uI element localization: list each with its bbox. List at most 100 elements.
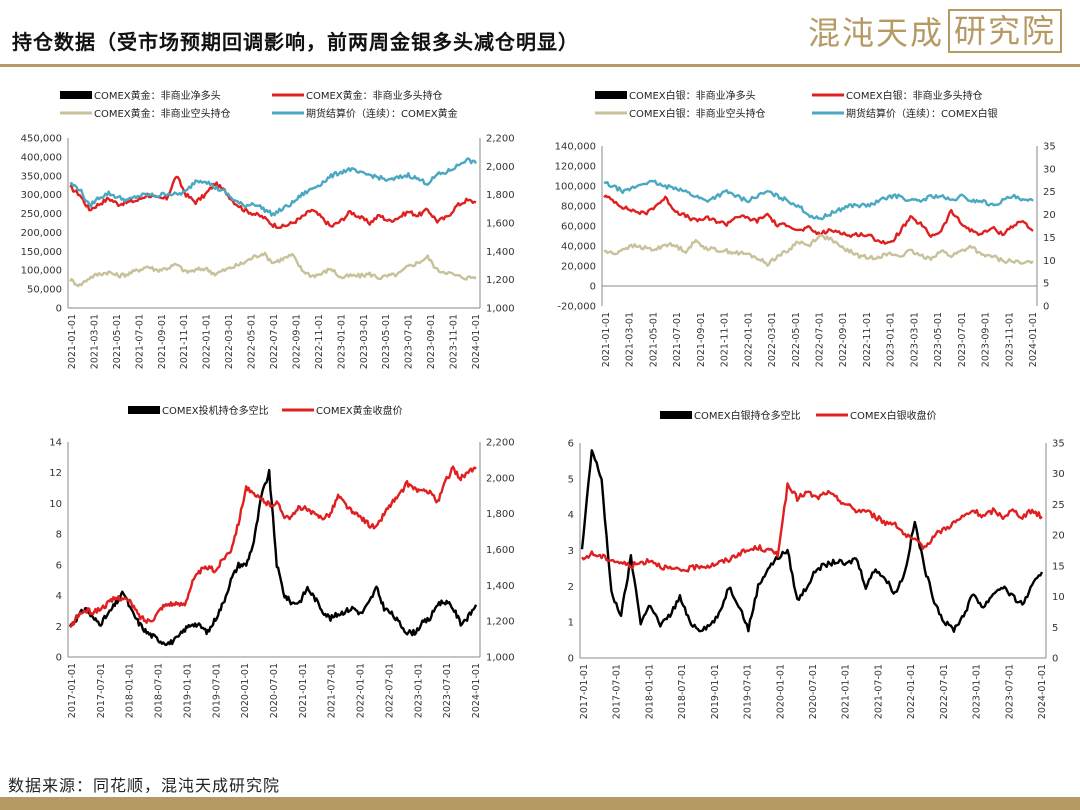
legend-label-2: COMEX黄金：非商业空头持仓 (94, 107, 231, 120)
footer-bar (0, 797, 1080, 810)
x-tick-label: 2022-07-01 (939, 664, 950, 719)
series-line-2 (69, 157, 478, 217)
y-right-tick-label: 5 (1052, 623, 1058, 634)
y-right-tick-label: 30 (1052, 469, 1065, 480)
x-tick-label: 2022-05-01 (791, 312, 802, 367)
y-left-tick-label: 2 (56, 622, 62, 633)
x-tick-label: 2023-07-01 (442, 663, 453, 718)
logo-box-text: 研究院 (947, 9, 1062, 53)
header-rule (0, 64, 1080, 67)
y-right-tick-label: 1,600 (486, 545, 515, 556)
y-right-tick-label: 25 (1052, 500, 1065, 511)
legend-label-1: COMEX白银收盘价 (850, 409, 937, 422)
y-right-tick-label: 1,800 (486, 509, 515, 520)
y-right-tick-label: 2,200 (486, 134, 515, 145)
series-line-2 (603, 179, 1034, 221)
x-tick-label: 2023-01-01 (886, 312, 897, 367)
y-left-tick-label: 0 (568, 654, 574, 665)
x-tick-label: 2018-07-01 (677, 664, 688, 719)
x-tick-label: 2021-11-01 (720, 312, 731, 367)
x-tick-label: 2023-01-01 (413, 663, 424, 718)
y-right-tick-label: 2,000 (486, 473, 515, 484)
x-tick-label: 2023-03-01 (909, 312, 920, 367)
page-title: 持仓数据（受市场预期回调影响，前两周金银多头减仓明显） (12, 30, 579, 54)
series-line-1 (603, 233, 1034, 267)
x-tick-label: 2023-05-01 (933, 312, 944, 367)
x-tick-label: 2018-01-01 (125, 663, 136, 718)
x-tick-label: 2018-07-01 (154, 663, 165, 718)
y-right-tick-label: 20 (1052, 531, 1065, 542)
x-tick-label: 2023-07-01 (404, 314, 415, 369)
x-tick-label: 2023-07-01 (1004, 664, 1015, 719)
x-tick-label: 2021-07-01 (134, 314, 145, 369)
y-left-tick-label: 6 (568, 439, 574, 450)
series-line-1 (581, 482, 1043, 573)
x-tick-label: 2022-11-01 (862, 312, 873, 367)
y-left-tick-label: 2 (568, 582, 574, 593)
x-tick-label: 2023-11-01 (449, 314, 460, 369)
x-tick-label: 2021-09-01 (696, 312, 707, 367)
y-left-tick-label: -20,000 (557, 302, 596, 313)
y-left-tick-label: 40,000 (561, 242, 596, 253)
y-left-tick-label: 4 (56, 591, 62, 602)
x-tick-label: 2022-07-01 (384, 663, 395, 718)
x-tick-label: 2018-01-01 (644, 664, 655, 719)
y-right-tick-label: 30 (1043, 164, 1056, 175)
y-left-tick-label: 300,000 (21, 190, 62, 201)
x-tick-label: 2019-01-01 (710, 664, 721, 719)
x-tick-label: 2024-01-01 (471, 314, 482, 369)
x-tick-label: 2022-03-01 (224, 314, 235, 369)
y-left-tick-label: 60,000 (561, 222, 596, 233)
x-tick-label: 2020-07-01 (269, 663, 280, 718)
y-right-tick-label: 1,400 (486, 581, 515, 592)
y-left-tick-label: 350,000 (21, 171, 62, 182)
x-tick-label: 2021-03-01 (89, 314, 100, 369)
y-right-tick-label: 1,200 (486, 275, 515, 286)
x-tick-label: 2021-01-01 (601, 312, 612, 367)
y-left-tick-label: 140,000 (555, 142, 596, 153)
chart-silver-ratio: COMEX白银持仓多空比 COMEX白银收盘价 0 1 2 3 4 5 6 0 5 10 15 20 25 3… (568, 409, 1065, 719)
y-left-tick-label: 120,000 (555, 162, 596, 173)
y-left-tick-label: 100,000 (555, 182, 596, 193)
legend-label-0: COMEX投机持仓多空比 (162, 404, 269, 417)
x-tick-label: 2021-03-01 (625, 312, 636, 367)
x-tick-label: 2022-01-01 (743, 312, 754, 367)
y-left-tick-label: 80,000 (561, 202, 596, 213)
legend-label-0: COMEX白银持仓多空比 (694, 409, 801, 422)
y-right-tick-label: 1,800 (486, 190, 515, 201)
x-tick-label: 2017-01-01 (67, 663, 78, 718)
y-right-tick-label: 0 (1043, 302, 1049, 313)
y-left-tick-label: 250,000 (21, 209, 62, 220)
chart-gold-positions: COMEX黄金：非商业净多头 COMEX黄金：非商业多头持仓 COMEX黄金：非商业… (21, 89, 515, 369)
x-tick-label: 2021-05-01 (648, 312, 659, 367)
x-tick-label: 2023-09-01 (426, 314, 437, 369)
y-left-tick-label: 0 (56, 653, 62, 664)
y-left-tick-label: 0 (590, 282, 596, 293)
x-tick-label: 2017-07-01 (612, 664, 623, 719)
series-line-1 (69, 251, 477, 288)
y-left-tick-label: 8 (56, 530, 62, 541)
x-tick-label: 2023-01-01 (972, 664, 983, 719)
y-right-tick-label: 2,000 (486, 162, 515, 173)
x-tick-label: 2022-01-01 (356, 663, 367, 718)
logo: 混沌天成 研究院 (808, 8, 1062, 54)
y-left-tick-label: 100,000 (21, 266, 62, 277)
y-left-tick-label: 12 (49, 468, 62, 479)
x-tick-label: 2022-01-01 (202, 314, 213, 369)
x-tick-label: 2022-11-01 (314, 314, 325, 369)
y-right-tick-label: 0 (1052, 654, 1058, 665)
y-left-tick-label: 5 (568, 474, 574, 485)
x-tick-label: 2022-01-01 (906, 664, 917, 719)
x-tick-label: 2023-07-01 (957, 312, 968, 367)
legend-label-2: COMEX白银：非商业空头持仓 (629, 107, 766, 120)
y-right-tick-label: 15 (1052, 561, 1065, 572)
legend-label-3: 期货结算价（连续）：COMEX白银 (846, 107, 998, 120)
y-left-tick-label: 50,000 (27, 285, 62, 296)
chart-silver-positions: COMEX白银：非商业净多头 COMEX白银：非商业多头持仓 COMEX白银：非商业… (555, 89, 1056, 367)
x-tick-label: 2021-01-01 (841, 664, 852, 719)
y-left-tick-label: 20,000 (561, 262, 596, 273)
x-tick-label: 2022-07-01 (269, 314, 280, 369)
x-tick-label: 2019-07-01 (743, 664, 754, 719)
y-left-tick-label: 6 (56, 560, 62, 571)
x-tick-label: 2020-07-01 (808, 664, 819, 719)
